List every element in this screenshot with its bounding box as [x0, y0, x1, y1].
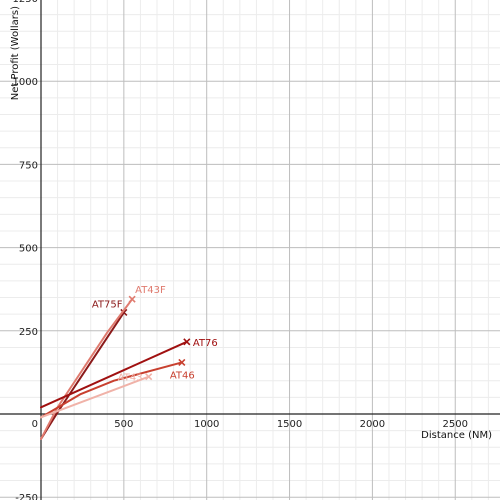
point-labels: AT75F AT43F AT76 AT46 AT43: [92, 285, 218, 384]
x-tick-label: 500: [114, 419, 133, 430]
x-tick-label: 1000: [194, 419, 219, 430]
series-end-marker-at46: [178, 358, 186, 366]
y-tick-label: -250: [15, 493, 38, 500]
y-tick-label: 250: [19, 327, 38, 338]
y-tick-label: 500: [19, 244, 38, 255]
point-label-at43f: AT43F: [135, 285, 166, 296]
series-line-at43: [40, 375, 150, 419]
point-label-at76: AT76: [193, 338, 218, 349]
series-end-marker-at43f: [128, 295, 136, 303]
x-axis-label: Distance (NM): [421, 430, 492, 441]
tick-labels: 0 500 1000 1500 2000 2500 -250 250 500 750 1000 125…: [13, 0, 468, 500]
series-group: [40, 295, 191, 440]
y-tick-label: 1000: [13, 77, 38, 88]
y-tick-label: 750: [19, 160, 38, 171]
series-line-at75f: [40, 311, 125, 440]
point-label-at46: AT46: [170, 370, 195, 381]
series-line-at46: [40, 361, 183, 419]
point-label-at75f: AT75F: [92, 299, 123, 310]
y-axis-label: Net Profit (Wollars): [10, 6, 21, 100]
y-tick-label: 1250: [13, 0, 38, 5]
series-line-at76: [40, 340, 188, 409]
x-tick-label: 2000: [360, 419, 385, 430]
point-label-at43: AT43: [118, 373, 143, 384]
x-tick-label: 2500: [443, 419, 468, 430]
series-end-marker-at43: [145, 373, 153, 381]
series-end-marker-at76: [183, 338, 191, 346]
x-tick-label: 1500: [277, 419, 302, 430]
x-tick-label: 0: [32, 419, 38, 430]
